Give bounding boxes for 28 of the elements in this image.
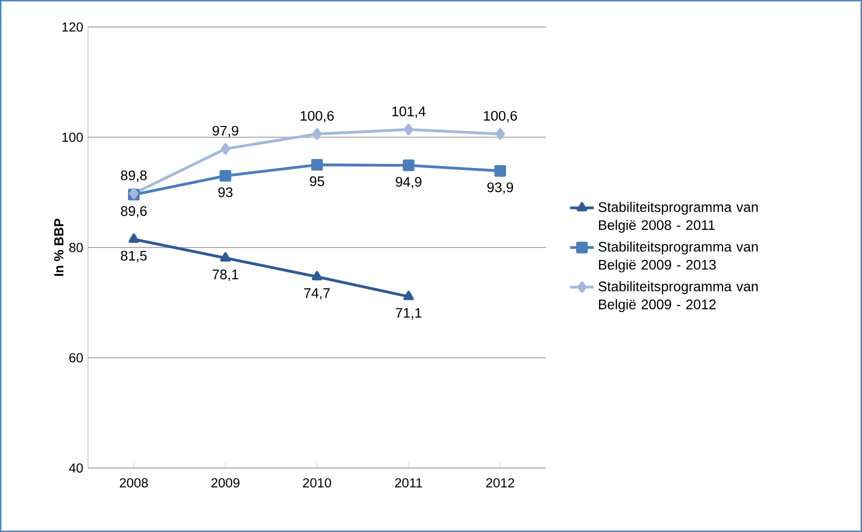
data-label: 100,6: [484, 110, 517, 122]
data-label: 97,9: [212, 126, 238, 138]
x-tick-label: 2009: [211, 478, 240, 488]
data-label: 94,9: [396, 176, 422, 188]
data-label: 74,7: [304, 288, 330, 300]
data-label: 100,6: [300, 110, 334, 122]
y-tick-label: 60: [69, 353, 83, 362]
data-label: 89,8: [120, 170, 147, 182]
x-tick-label: 2011: [395, 478, 422, 488]
data-label: 81,5: [120, 250, 147, 262]
y-tick-label: 40: [69, 463, 83, 473]
x-tick-label: 2010: [303, 478, 332, 488]
legend-label: Stabiliteitsprogramma van België 2008 - 2011: [598, 202, 758, 233]
data-label: 93: [218, 187, 232, 198]
y-tick-label: 100: [62, 132, 83, 142]
y-axis-title: In % BBP: [54, 218, 64, 276]
data-label: 95: [310, 176, 324, 186]
data-label: 93,9: [487, 182, 514, 194]
x-tick-label: 2008: [120, 478, 148, 488]
data-label: 71,1: [396, 308, 422, 320]
legend-label: Stabiliteitsprogramma van België 2009 - 2013: [598, 242, 758, 272]
data-label: 89,6: [120, 206, 147, 218]
y-tick-label: 120: [62, 22, 83, 32]
legend-label: Stabiliteitsprogramma van België 2009 - 2012: [598, 281, 758, 312]
data-label: 78,1: [212, 270, 238, 281]
data-label: 101,4: [392, 106, 426, 118]
x-tick-label: 2012: [486, 478, 514, 488]
y-tick-label: 80: [69, 242, 83, 252]
